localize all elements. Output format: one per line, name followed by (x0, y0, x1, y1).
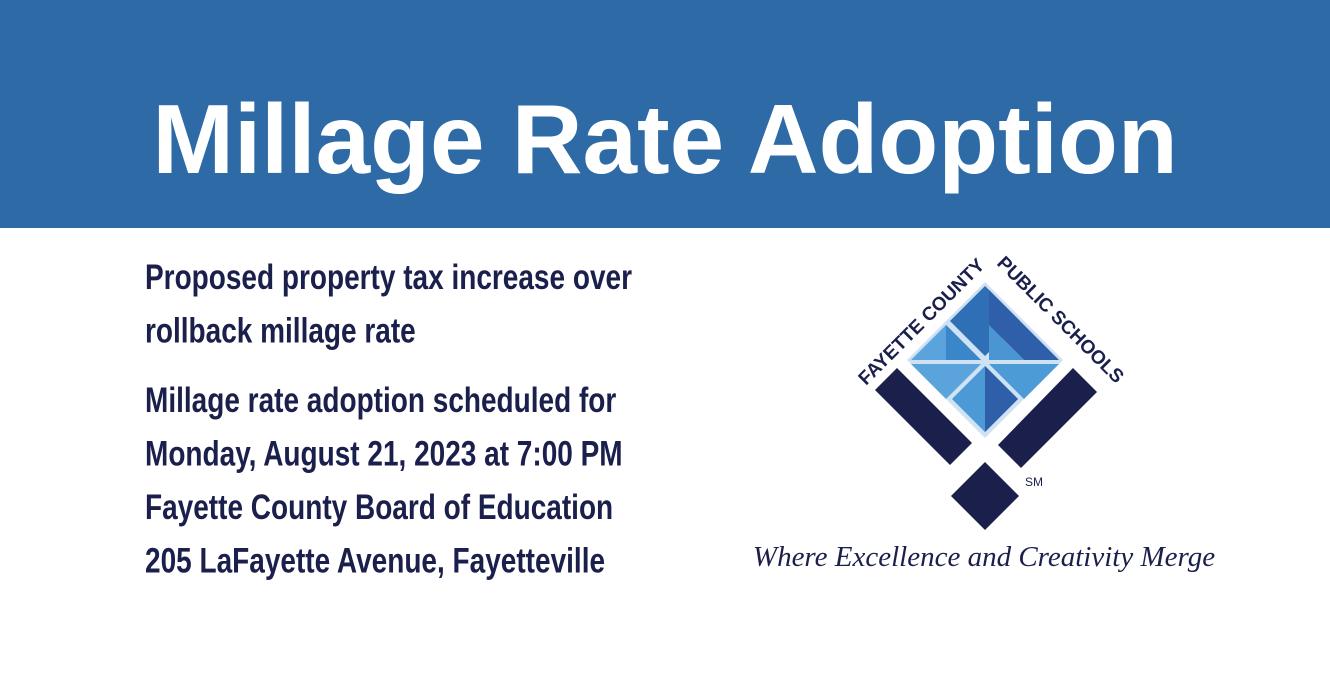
notice-line: 205 LaFayette Avenue, Fayetteville (145, 540, 605, 580)
logo-band-right (998, 368, 1097, 468)
logo-quad (989, 364, 1059, 399)
header-band (0, 0, 1330, 228)
notice: Proposed property tax increase over rollb… (145, 257, 632, 580)
tagline: Where Excellence and Creativity Merge (753, 541, 1215, 573)
logo-quad (946, 325, 981, 360)
logo-quad (911, 364, 981, 399)
logo-band-left (875, 368, 972, 465)
notice-line: Millage rate adoption scheduled for (145, 380, 616, 420)
logo-quad (989, 325, 1024, 360)
logo-base (951, 462, 1019, 530)
notice-line: Monday, August 21, 2023 at 7:00 PM (145, 433, 623, 473)
logo: FAYETTE COUNTY PUBLIC SCHOOLS SM Where E… (753, 253, 1215, 573)
logo-quad (985, 366, 1018, 432)
notice-line: Proposed property tax increase over (145, 257, 632, 297)
title: Millage Rate Adoption (152, 84, 1177, 194)
logo-mark: SM (1025, 475, 1043, 489)
notice-line: rollback millage rate (145, 310, 416, 350)
notice-line: Fayette County Board of Education (145, 487, 613, 527)
